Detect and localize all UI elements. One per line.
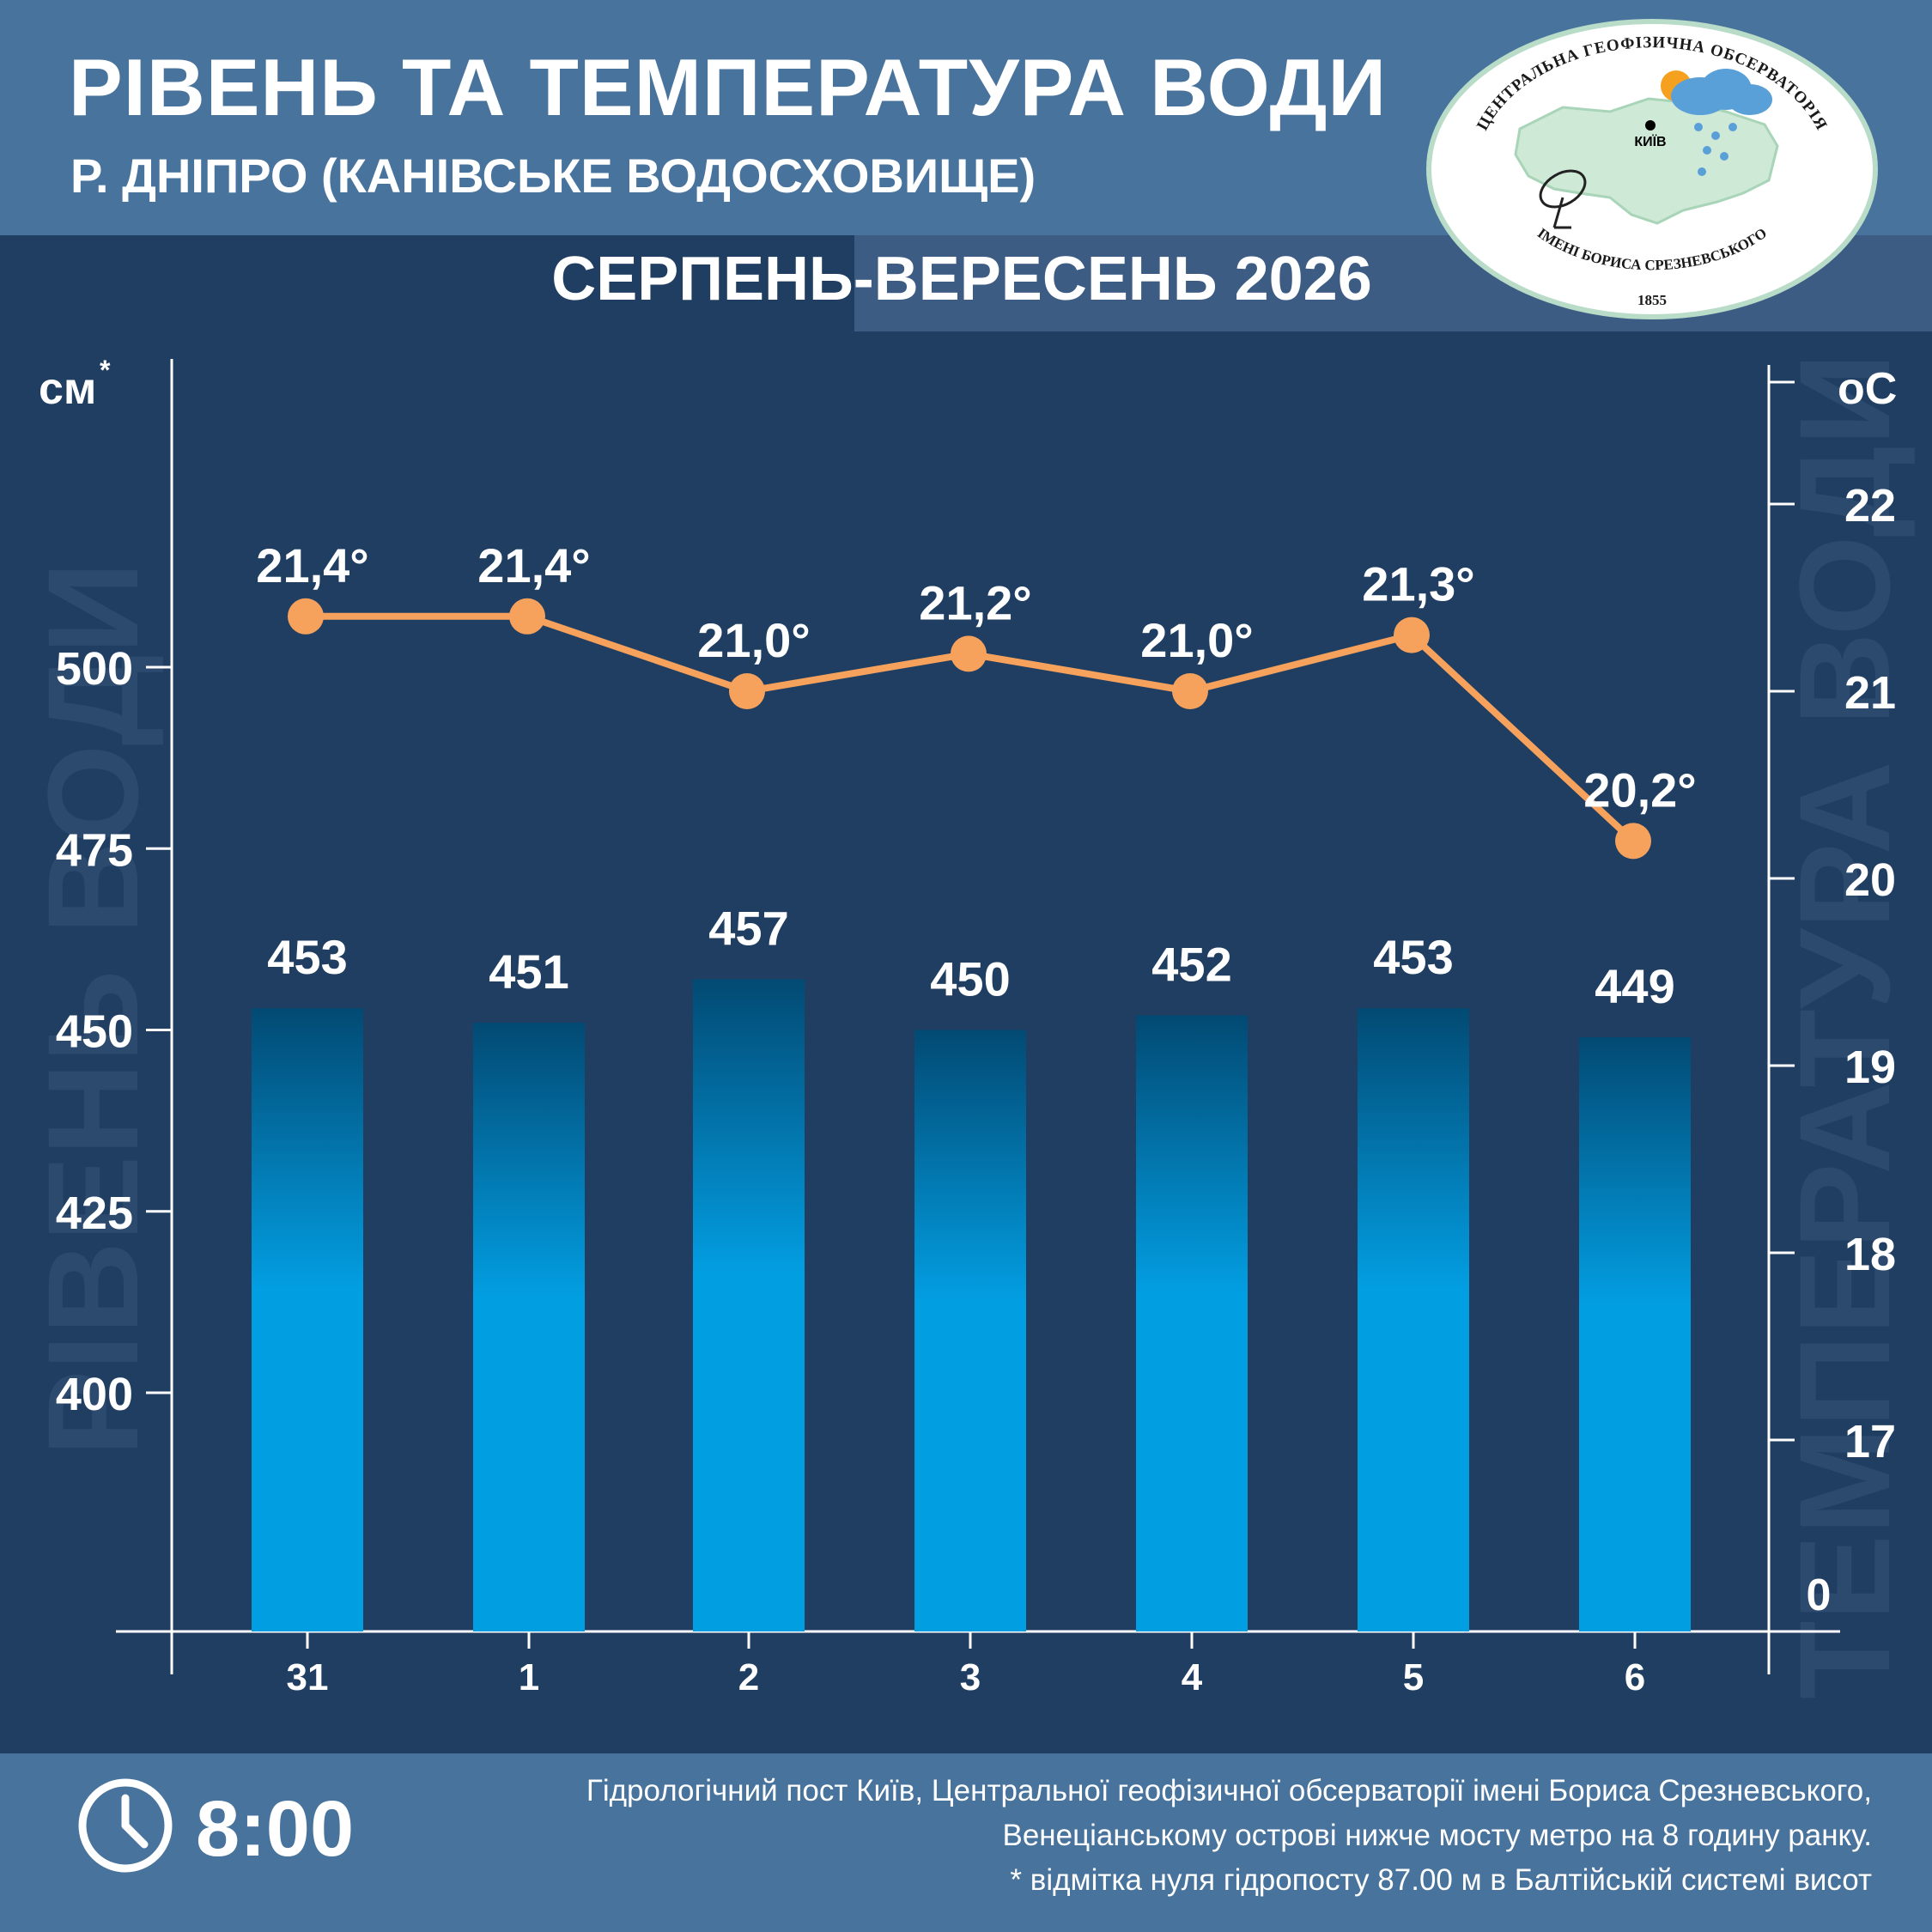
- kyiv-dot: [1645, 120, 1656, 131]
- left-axis-watermark: РІВЕНЬ ВОДИ: [21, 562, 165, 1456]
- temperature-point: [288, 598, 324, 635]
- temperature-label: 21,4°: [477, 538, 590, 592]
- x-tick-label: 3: [960, 1656, 981, 1698]
- footnote-line-1: Гідрологічний пост Київ, Центральної гео…: [586, 1774, 1872, 1807]
- temperature-label: 21,4°: [256, 538, 368, 592]
- level-bar: [473, 1023, 585, 1631]
- temperature-point: [729, 673, 765, 709]
- x-tick-label: 5: [1403, 1656, 1424, 1698]
- temperature-point: [1172, 673, 1208, 709]
- observation-time: 8:00: [196, 1785, 355, 1873]
- rain-cloud-icon: [1671, 69, 1772, 176]
- left-tick-label: 450: [56, 1006, 133, 1058]
- temperature-label: 21,3°: [1362, 557, 1474, 611]
- logo-city: КИЇВ: [1634, 134, 1666, 149]
- right-axis-watermark: ТЕМПЕРАТУРА ВОДИ: [1772, 353, 1917, 1699]
- right-tick-label: 18: [1844, 1229, 1896, 1280]
- x-tick-label: 6: [1625, 1656, 1645, 1698]
- temperature-point: [1394, 617, 1430, 653]
- left-axis-unit-mark: *: [100, 355, 111, 386]
- x-tick-label: 1: [519, 1656, 539, 1698]
- right-axis-unit: оС: [1838, 364, 1897, 414]
- right-tick-label: 21: [1844, 667, 1896, 719]
- left-tick-label: 475: [56, 824, 133, 876]
- level-bar-label: 451: [489, 945, 568, 999]
- footnote-line-3: * відмітка нуля гідропосту 87.00 м в Бал…: [1010, 1863, 1872, 1897]
- level-bar-label: 453: [267, 930, 347, 984]
- level-bar-label: 453: [1373, 930, 1453, 984]
- temperature-point: [951, 635, 987, 672]
- satellite-dish-icon: [1539, 169, 1587, 229]
- footnote-line-2: Венеціанському острові нижче мосту метро…: [1002, 1819, 1873, 1852]
- temperature-label: 20,2°: [1583, 762, 1696, 817]
- level-bar: [1358, 1008, 1469, 1631]
- period-label: СЕРПЕНЬ-ВЕРЕСЕНЬ 2026: [551, 245, 1372, 313]
- temperature-label: 21,2°: [919, 575, 1031, 629]
- level-bar: [693, 979, 805, 1631]
- footnote: Гідрологічний пост Київ, Центральної гео…: [498, 1769, 1872, 1903]
- right-tick-label: 17: [1844, 1416, 1896, 1467]
- level-bar-label: 449: [1595, 959, 1674, 1013]
- page-title: РІВЕНЬ ТА ТЕМПЕРАТУРА ВОДИ: [69, 42, 1388, 132]
- temperature-label: 21,0°: [697, 613, 810, 667]
- x-tick-label: 2: [738, 1656, 759, 1698]
- temperature-point: [1615, 823, 1651, 860]
- level-bar-label: 457: [708, 901, 788, 955]
- observatory-logo: КИЇВ ЦЕНТРАЛЬНА ГЕОФІЗИЧНА ОБСЕРВАТОРІЯ …: [1426, 19, 1878, 319]
- left-tick-label: 425: [56, 1188, 133, 1239]
- left-tick-label: 500: [56, 643, 133, 695]
- level-bar: [1136, 1015, 1248, 1631]
- temperature-point: [509, 598, 545, 635]
- x-tick-label: 31: [287, 1656, 329, 1698]
- left-axis-unit: см: [39, 364, 96, 414]
- logo-year: 1855: [1637, 292, 1667, 308]
- footer-band: [0, 1753, 1932, 1932]
- level-bar: [1579, 1036, 1691, 1631]
- level-bar-label: 450: [930, 952, 1010, 1006]
- page-subtitle: Р. ДНІПРО (КАНІВСЬКЕ ВОДОСХОВИЩЕ): [70, 149, 1036, 203]
- level-bar: [914, 1030, 1026, 1631]
- x-tick-label: 4: [1182, 1656, 1203, 1698]
- temperature-label: 21,0°: [1140, 613, 1253, 667]
- right-tick-label: 20: [1844, 854, 1896, 906]
- clock-icon: [78, 1778, 173, 1873]
- level-bar: [252, 1008, 363, 1631]
- left-tick-label: 400: [56, 1369, 133, 1420]
- level-bar-label: 452: [1151, 938, 1231, 992]
- right-tick-label: 19: [1844, 1042, 1896, 1093]
- right-tick-label: 22: [1844, 480, 1896, 532]
- right-zero-label: 0: [1807, 1571, 1832, 1620]
